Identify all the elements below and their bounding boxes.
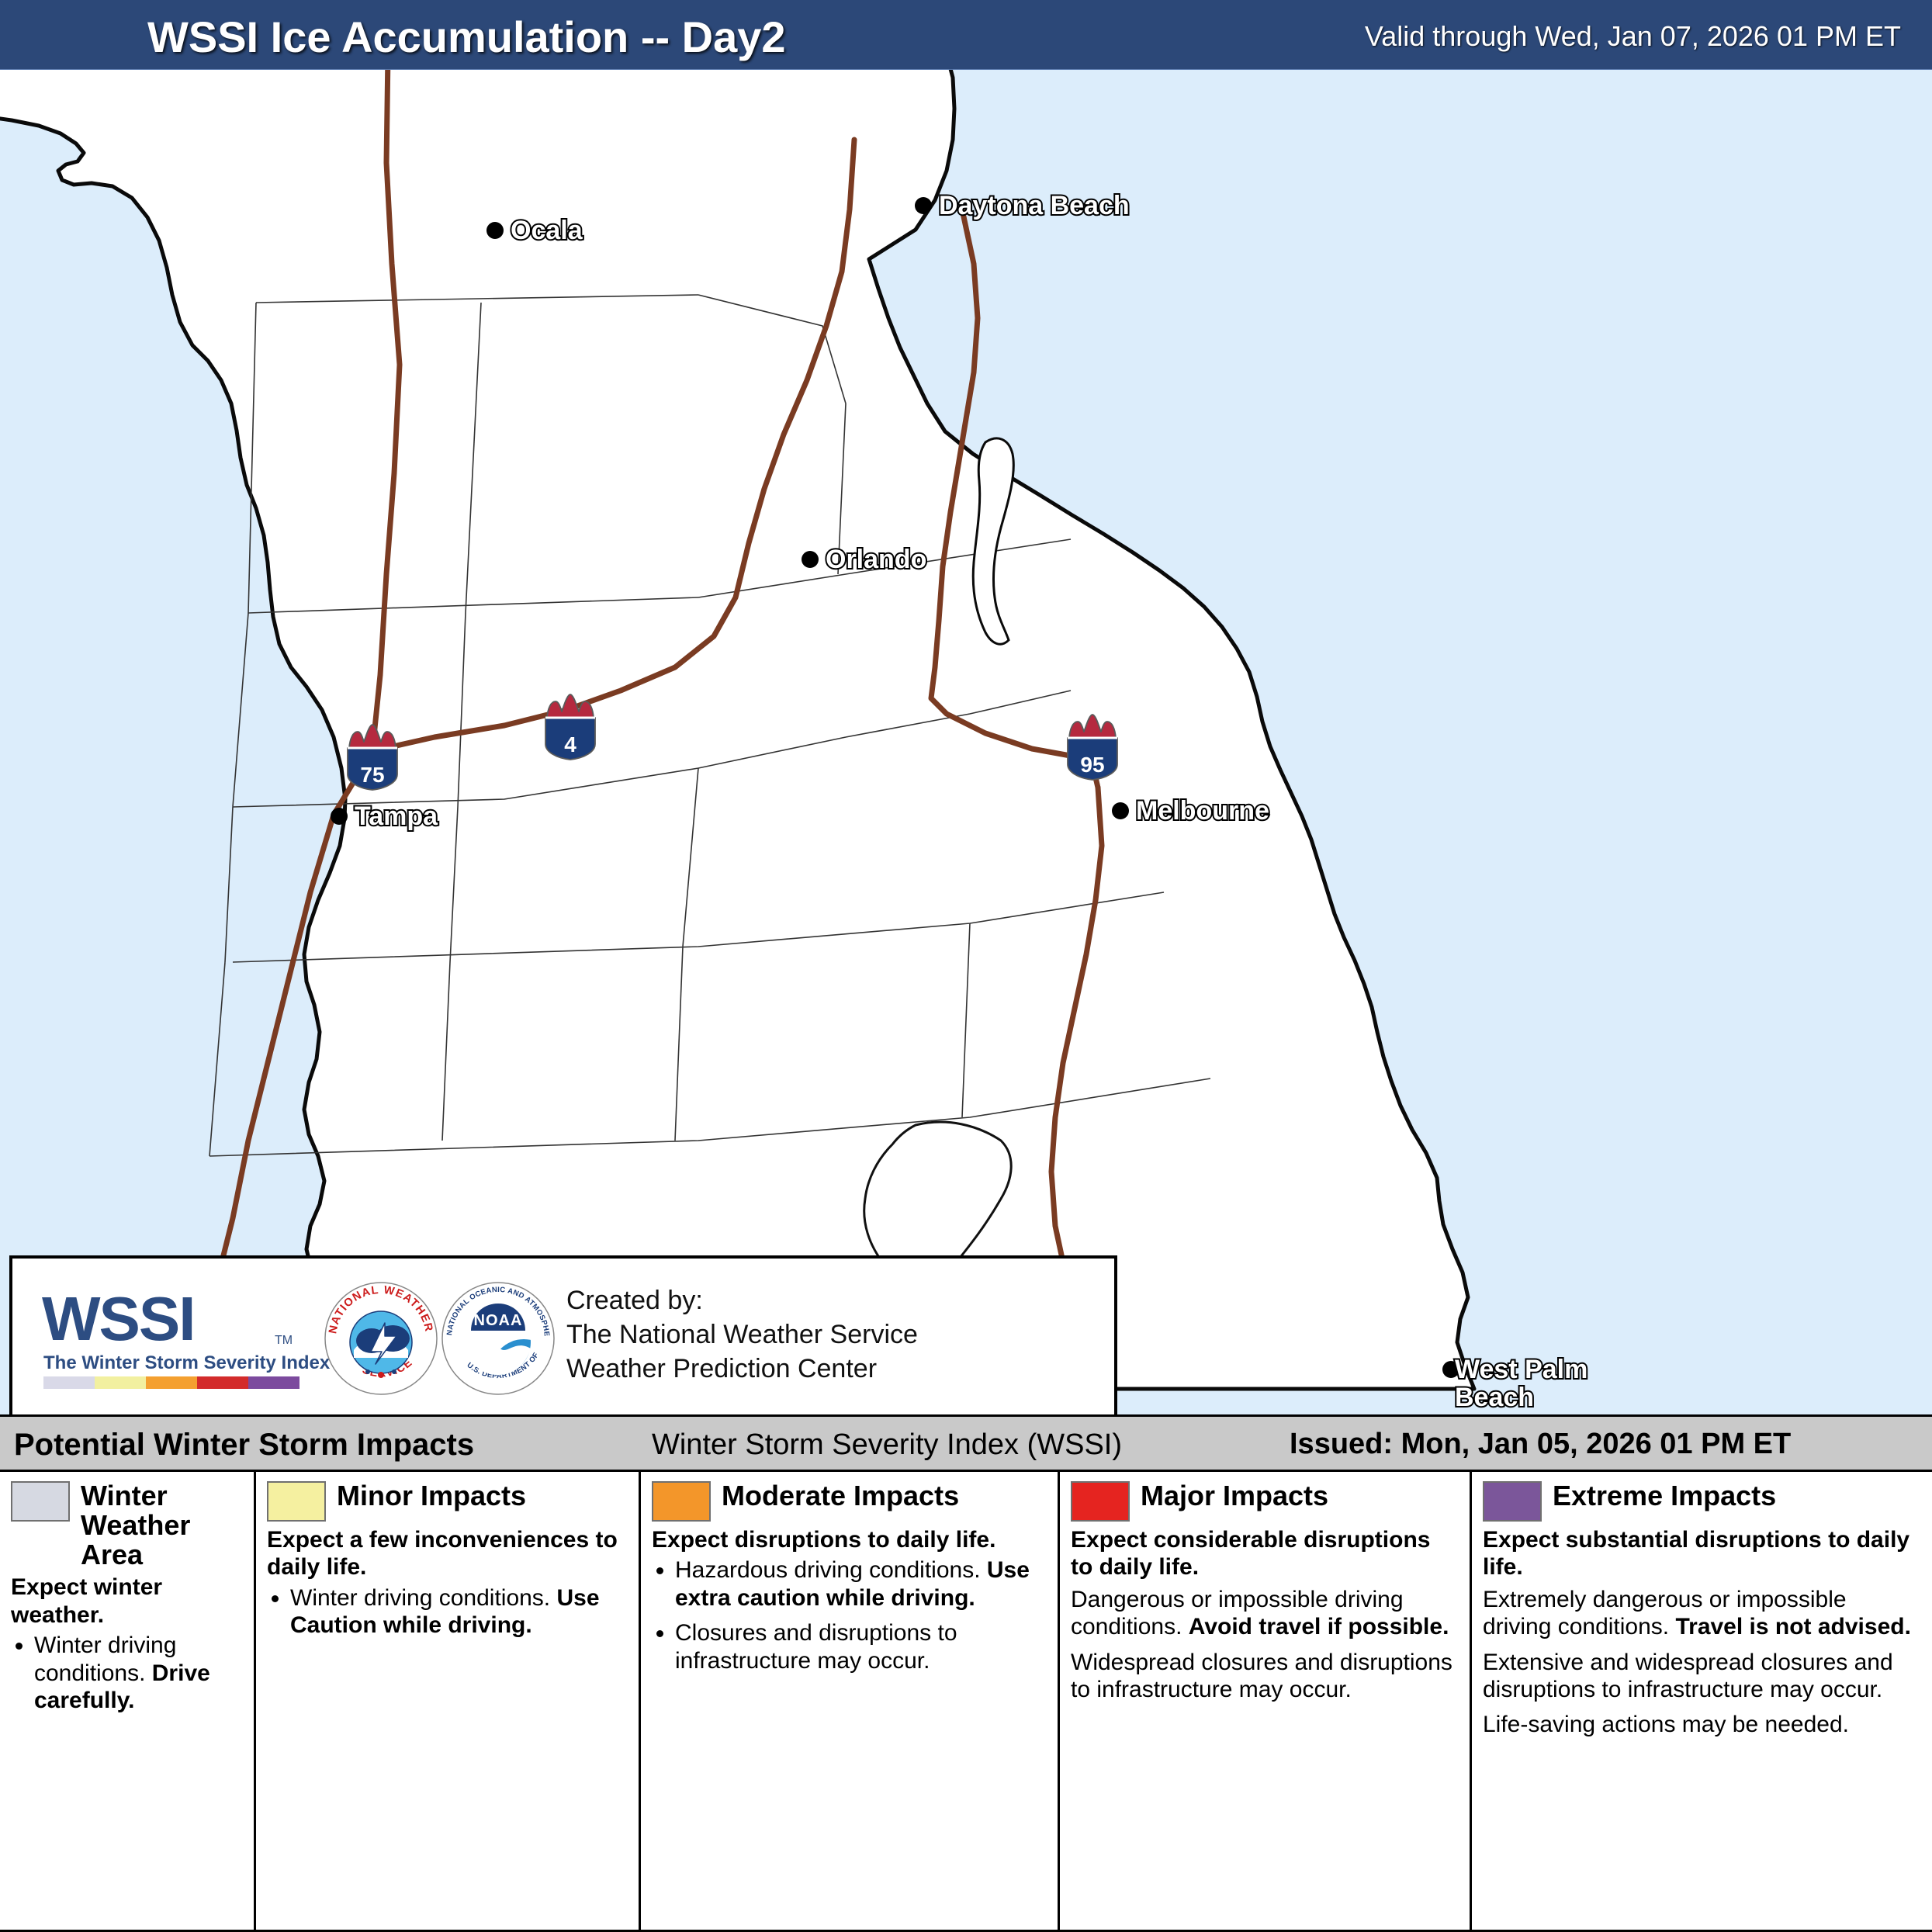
- svg-text:Ocala: Ocala: [511, 216, 583, 245]
- svg-text:Orlando: Orlando: [826, 545, 926, 574]
- svg-text:West Palm: West Palm: [1455, 1355, 1587, 1384]
- svg-text:95: 95: [1080, 753, 1104, 777]
- svg-text:NOAA: NOAA: [474, 1312, 523, 1329]
- svg-text:WSSI: WSSI: [42, 1284, 194, 1353]
- svg-text:The Winter Storm Severity Inde: The Winter Storm Severity Index: [43, 1352, 331, 1373]
- svg-text:4: 4: [564, 732, 576, 757]
- svg-text:75: 75: [360, 763, 384, 787]
- svg-text:Melbourne: Melbourne: [1136, 796, 1269, 826]
- svg-text:Daytona Beach: Daytona Beach: [939, 191, 1130, 220]
- svg-text:Beach: Beach: [1455, 1383, 1534, 1412]
- svg-text:TM: TM: [275, 1334, 293, 1347]
- svg-text:Tampa: Tampa: [355, 802, 438, 831]
